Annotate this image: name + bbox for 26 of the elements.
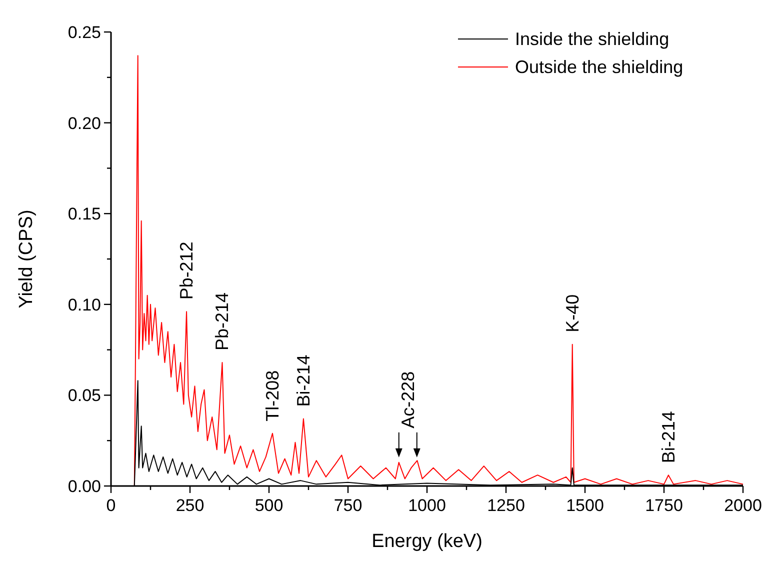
x-tick-label: 2000 xyxy=(724,496,762,515)
annotation: Pb-212 xyxy=(176,242,197,300)
y-tick-label: 0.10 xyxy=(68,295,101,314)
y-tick-label: 0.00 xyxy=(68,477,101,496)
annotation: Ac-228 xyxy=(398,371,418,428)
x-tick-label: 1500 xyxy=(566,496,604,515)
y-tick-label: 0.15 xyxy=(68,204,101,224)
legend-label: Outside the shielding xyxy=(515,57,684,77)
x-tick-label: 1250 xyxy=(487,496,525,515)
x-tick-label: 750 xyxy=(334,496,362,515)
annotation: K-40 xyxy=(562,294,582,332)
x-tick-label: 1000 xyxy=(408,496,446,515)
annotation: Tl-208 xyxy=(262,370,282,422)
y-tick-label: 0.05 xyxy=(68,386,101,406)
x-tick-label: 0 xyxy=(106,496,116,515)
x-axis-title: Energy (keV) xyxy=(372,531,482,552)
x-tick-label: 500 xyxy=(254,496,284,515)
legend-label: Inside the shielding xyxy=(515,29,670,49)
x-tick-label: 1750 xyxy=(645,496,683,515)
y-tick-label: 0.25 xyxy=(68,23,101,42)
annotation: Pb-214 xyxy=(212,292,232,351)
annotation: Bi-214 xyxy=(293,354,314,407)
y-tick-label: 0.20 xyxy=(68,114,101,133)
x-tick-label: 250 xyxy=(176,496,204,515)
annotation: Bi-214 xyxy=(658,411,678,464)
y-axis-title: Yield (CPS) xyxy=(16,210,37,308)
